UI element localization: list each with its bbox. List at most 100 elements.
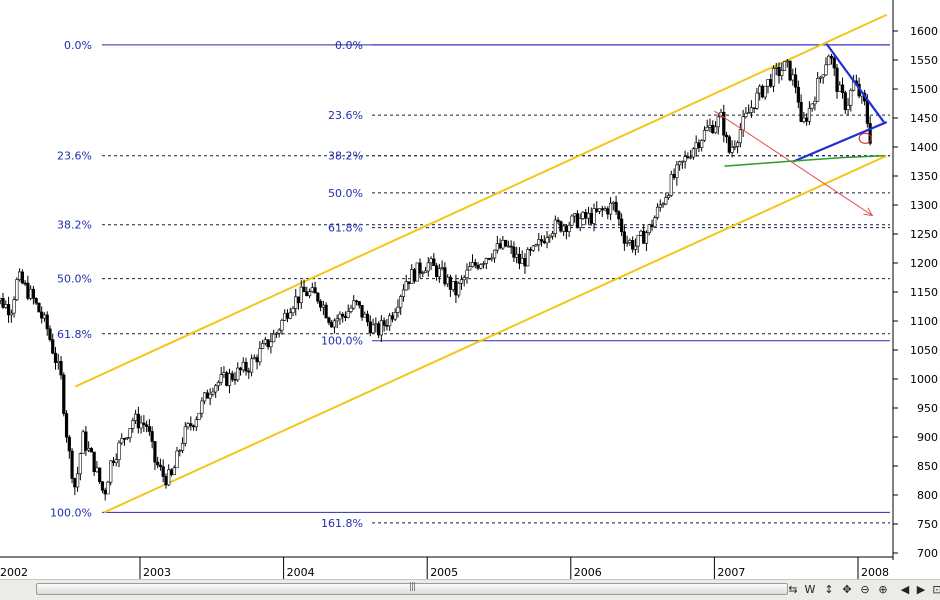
candle-body bbox=[647, 224, 651, 233]
candle-body bbox=[749, 107, 754, 113]
candle-body bbox=[520, 258, 524, 264]
candle-body bbox=[42, 314, 47, 319]
candle-body bbox=[249, 358, 254, 373]
candle-body bbox=[603, 208, 607, 211]
candle-body bbox=[285, 312, 290, 319]
candle-body bbox=[158, 464, 163, 467]
grip-icon: ||| bbox=[408, 582, 416, 592]
candle-body bbox=[700, 140, 704, 148]
zoom-out-button[interactable]: ⊖ bbox=[860, 583, 870, 596]
candle-body bbox=[296, 296, 301, 304]
candle-body bbox=[352, 300, 356, 309]
candle-body bbox=[423, 270, 428, 274]
candle-body bbox=[799, 101, 803, 122]
candle-body bbox=[354, 300, 359, 303]
candle-body bbox=[614, 201, 618, 212]
candle-body bbox=[528, 249, 533, 251]
x-tick-label: 2005 bbox=[430, 566, 458, 579]
reset-zoom-button[interactable]: ⇆ bbox=[788, 583, 798, 596]
candle-body bbox=[327, 317, 331, 323]
candle-body bbox=[357, 301, 361, 306]
candle-body bbox=[865, 100, 869, 124]
candle-body bbox=[730, 147, 734, 153]
candle-body bbox=[167, 469, 171, 486]
y-tick-label: 1550 bbox=[910, 54, 938, 67]
zoom-in-button[interactable]: ⊕ bbox=[878, 583, 888, 596]
weekly-button[interactable]: W bbox=[804, 583, 816, 596]
candle-body bbox=[272, 333, 276, 343]
candle-body bbox=[379, 320, 383, 336]
candle-body bbox=[241, 361, 245, 371]
candle-body bbox=[548, 235, 552, 239]
candle-body bbox=[92, 451, 96, 472]
y-tick-label: 850 bbox=[917, 460, 938, 473]
candle-body bbox=[216, 381, 221, 387]
candle-body bbox=[385, 324, 389, 327]
candle-body bbox=[774, 66, 778, 69]
candle-body bbox=[131, 420, 135, 429]
y-tick-label: 1300 bbox=[910, 199, 938, 212]
candle-body bbox=[186, 423, 190, 428]
candle-body bbox=[440, 267, 444, 269]
y-tick-label: 1400 bbox=[910, 141, 938, 154]
pan-button[interactable]: ✥ bbox=[842, 583, 852, 596]
candle-body bbox=[600, 208, 604, 211]
triangle-upper-line bbox=[825, 43, 885, 123]
candle-body bbox=[321, 304, 325, 308]
candle-body bbox=[691, 148, 696, 158]
candle-body bbox=[277, 329, 281, 334]
candle-body bbox=[622, 231, 626, 244]
candle-body bbox=[838, 84, 842, 92]
candle-body bbox=[559, 221, 563, 232]
candle-body bbox=[302, 286, 306, 293]
candle-body bbox=[816, 78, 820, 102]
candle-body bbox=[575, 213, 580, 228]
candle-body bbox=[178, 450, 182, 452]
candle-body bbox=[136, 413, 140, 429]
scrollbar-thumb[interactable]: ||| bbox=[36, 582, 788, 595]
candle-body bbox=[203, 392, 207, 402]
candle-body bbox=[697, 142, 701, 148]
vertical-scale-button[interactable]: ↕ bbox=[824, 583, 834, 596]
candle-body bbox=[81, 431, 85, 454]
horizontal-scrollbar[interactable]: ||| ⇆ W ↕ ✥ ⊖ ⊕ ◀ ▶ ⊡ bbox=[0, 579, 940, 600]
fit-button[interactable]: ⊡ bbox=[932, 583, 940, 596]
y-tick-label: 1050 bbox=[910, 344, 938, 357]
candle-body bbox=[437, 268, 441, 277]
candle-body bbox=[349, 307, 353, 312]
fib-left-label-5: 100.0% bbox=[50, 506, 92, 519]
candle-body bbox=[666, 195, 671, 198]
red-projection-arrow bbox=[714, 110, 873, 216]
candle-body bbox=[810, 103, 814, 109]
candle-body bbox=[410, 269, 414, 284]
price-series bbox=[0, 53, 872, 501]
x-tick-label: 2002 bbox=[0, 566, 28, 579]
candle-body bbox=[122, 438, 127, 440]
candle-body bbox=[490, 257, 494, 260]
candle-body bbox=[313, 287, 317, 294]
y-tick-label: 750 bbox=[917, 518, 938, 531]
candle-body bbox=[117, 442, 121, 460]
fib-left-label-1: 23.6% bbox=[57, 150, 92, 163]
y-tick-label: 800 bbox=[917, 489, 938, 502]
candle-body bbox=[625, 242, 629, 244]
candle-body bbox=[23, 282, 27, 285]
candle-body bbox=[236, 367, 240, 381]
candle-body bbox=[644, 232, 649, 244]
x-tick-label: 2008 bbox=[861, 566, 889, 579]
scroll-left-button[interactable]: ◀ bbox=[900, 583, 910, 596]
candle-body bbox=[672, 174, 676, 179]
candle-body bbox=[396, 306, 400, 313]
candle-body bbox=[161, 466, 165, 477]
candle-body bbox=[197, 412, 201, 420]
candle-body bbox=[564, 225, 568, 232]
scroll-right-button[interactable]: ▶ bbox=[916, 583, 926, 596]
candle-body bbox=[443, 267, 447, 285]
candle-body bbox=[454, 281, 458, 296]
candle-body bbox=[824, 64, 828, 76]
candle-body bbox=[755, 92, 759, 109]
candle-body bbox=[653, 217, 657, 228]
fib-right-label-5: 100.0% bbox=[321, 335, 363, 348]
candle-body bbox=[481, 263, 486, 265]
red-arrow-head bbox=[863, 207, 874, 217]
